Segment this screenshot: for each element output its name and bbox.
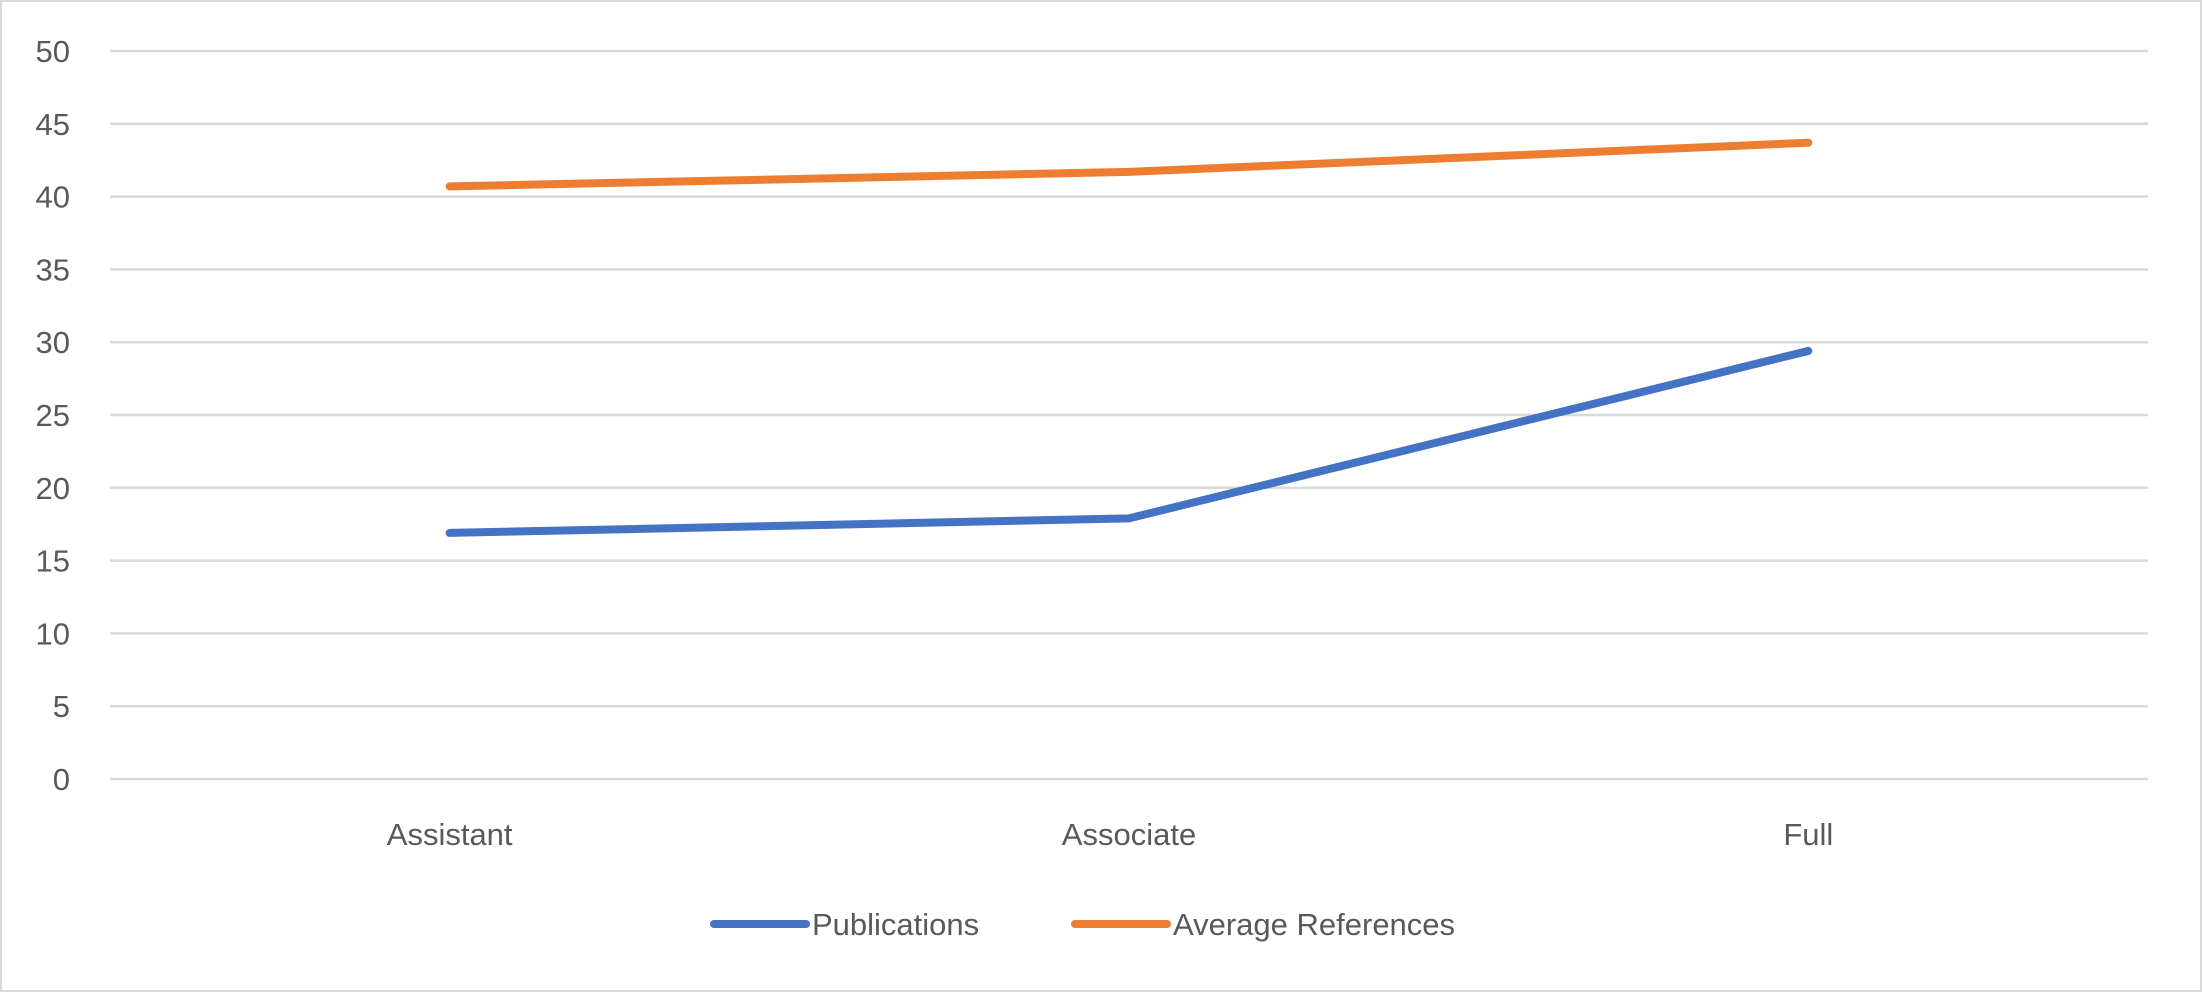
legend-label: Publications xyxy=(812,907,979,942)
series-line-publications xyxy=(450,351,1809,533)
y-tick-label: 25 xyxy=(36,398,70,433)
x-tick-label: Associate xyxy=(1062,817,1196,852)
y-tick-label: 30 xyxy=(36,325,70,360)
legend-label: Average References xyxy=(1173,907,1455,942)
x-tick-label: Assistant xyxy=(387,817,513,852)
y-tick-label: 20 xyxy=(36,471,70,506)
series-lines xyxy=(450,143,1809,533)
legend: Publications Average References xyxy=(714,907,1455,942)
y-tick-label: 35 xyxy=(36,252,70,287)
y-tick-label: 10 xyxy=(36,616,70,651)
series-line-average-references xyxy=(450,143,1809,187)
x-tick-label: Full xyxy=(1783,817,1833,852)
y-axis-ticks: 0 5 10 15 20 25 30 35 40 45 50 xyxy=(36,34,70,797)
y-tick-label: 0 xyxy=(53,762,70,797)
x-axis-ticks: Assistant Associate Full xyxy=(387,817,1834,852)
y-tick-label: 5 xyxy=(53,689,70,724)
y-tick-label: 15 xyxy=(36,544,70,579)
gridlines xyxy=(110,51,2148,779)
y-tick-label: 40 xyxy=(36,180,70,215)
y-tick-label: 45 xyxy=(36,107,70,142)
y-tick-label: 50 xyxy=(36,34,70,69)
